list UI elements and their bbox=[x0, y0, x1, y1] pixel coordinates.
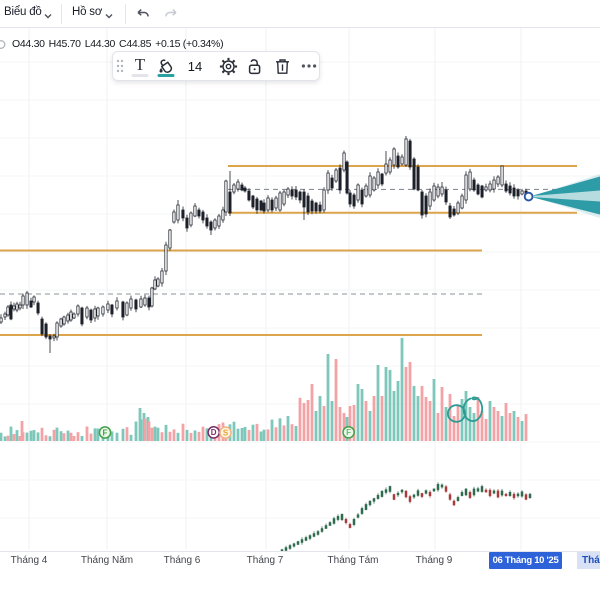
svg-text:F: F bbox=[346, 428, 351, 437]
svg-text:D: D bbox=[211, 428, 217, 437]
svg-text:S: S bbox=[223, 428, 229, 437]
svg-text:F: F bbox=[103, 428, 108, 437]
